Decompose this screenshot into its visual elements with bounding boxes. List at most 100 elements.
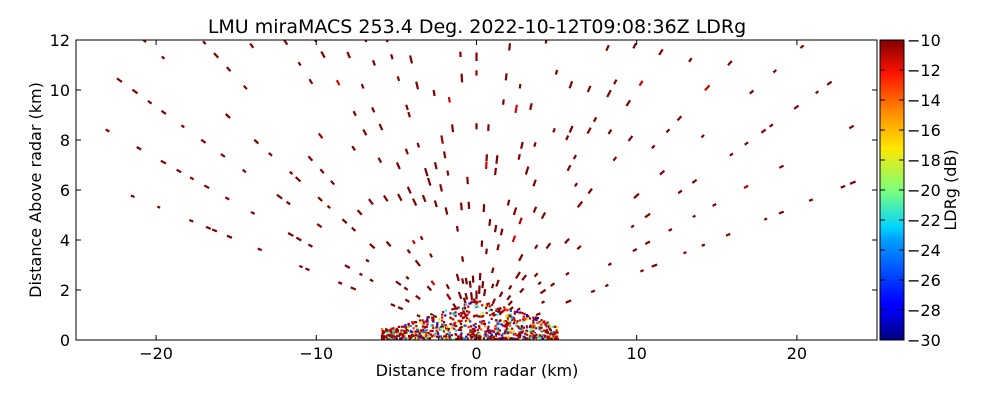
echo-streak	[462, 256, 463, 261]
echo-streak	[441, 135, 442, 143]
echo-streak	[162, 111, 166, 114]
near-radar-echo-point	[494, 328, 496, 330]
near-radar-echo-point	[499, 311, 501, 313]
echo-streak	[464, 298, 466, 304]
near-radar-echo-point	[474, 330, 476, 332]
echo-streak	[509, 286, 511, 290]
colorbar-tick-label: −18	[907, 151, 941, 170]
near-radar-echo-point	[385, 329, 387, 331]
near-radar-echo-point	[429, 330, 431, 332]
near-radar-echo-point	[521, 312, 523, 314]
near-radar-echo-point	[479, 300, 481, 302]
echo-streak	[588, 189, 592, 194]
echo-streak	[299, 266, 302, 267]
near-radar-echo-point	[524, 313, 526, 315]
near-radar-echo-point	[405, 327, 407, 329]
echo-streak	[379, 158, 382, 163]
near-radar-echo-point	[489, 310, 491, 312]
near-radar-echo-point	[520, 311, 522, 313]
near-radar-echo-point	[410, 330, 412, 332]
echo-streak	[669, 229, 672, 231]
near-radar-echo-point	[413, 327, 415, 329]
echo-streak	[288, 233, 293, 236]
near-radar-echo-point	[443, 321, 445, 323]
echo-streak	[416, 296, 420, 299]
near-radar-echo-point	[485, 337, 487, 339]
echo-streak	[841, 186, 845, 188]
near-radar-echo-point	[449, 336, 451, 338]
near-radar-echo-point	[526, 334, 528, 336]
near-radar-echo-point	[475, 315, 477, 317]
near-radar-echo-point	[549, 326, 551, 328]
echo-streak	[513, 236, 515, 242]
near-radar-echo-point	[477, 306, 479, 308]
echo-streak	[541, 290, 546, 294]
echo-streak	[373, 60, 375, 65]
echo-streak	[290, 172, 293, 175]
x-tick-label: 20	[787, 344, 807, 363]
echo-streak	[578, 202, 582, 208]
near-radar-echo-point	[467, 333, 469, 335]
near-radar-echo-point	[539, 327, 541, 329]
near-radar-echo-point	[466, 310, 468, 312]
echo-streak	[352, 146, 355, 150]
near-radar-echo-point	[382, 332, 384, 334]
near-radar-echo-point	[415, 325, 417, 327]
near-radar-echo-point	[509, 322, 511, 324]
echo-streak	[702, 245, 705, 246]
echo-streak	[384, 196, 388, 202]
near-radar-echo-point	[434, 332, 436, 334]
near-radar-echo-point	[491, 318, 493, 320]
echo-streak	[269, 153, 272, 156]
echo-streak	[366, 260, 369, 262]
y-tick-label: 4	[60, 231, 70, 250]
near-radar-echo-point	[416, 337, 418, 339]
near-radar-echo-point	[398, 326, 400, 328]
near-radar-echo-point	[506, 331, 508, 333]
near-radar-echo-point	[487, 335, 489, 337]
echo-streak	[634, 194, 639, 199]
near-radar-echo-point	[478, 325, 480, 327]
near-radar-echo-point	[449, 323, 451, 325]
near-radar-echo-point	[471, 336, 473, 338]
near-radar-echo-point	[464, 324, 466, 326]
near-radar-echo-point	[491, 313, 493, 315]
near-radar-echo-point	[498, 323, 500, 325]
near-radar-echo-point	[469, 320, 471, 322]
echo-streak	[520, 84, 521, 88]
echo-streak	[534, 142, 535, 146]
echo-streak	[360, 274, 363, 276]
near-radar-echo-point	[462, 310, 464, 312]
near-radar-echo-point	[506, 314, 508, 316]
echo-streak	[470, 281, 471, 288]
near-radar-echo-point	[453, 308, 455, 310]
echo-streak	[773, 70, 776, 73]
echo-streak	[764, 219, 767, 220]
near-radar-echo-point	[396, 333, 398, 335]
echo-streak	[447, 294, 451, 300]
near-radar-echo-point	[455, 333, 457, 335]
echo-streak	[296, 177, 301, 181]
near-radar-echo-point	[517, 325, 519, 327]
echo-streak	[117, 78, 122, 82]
echo-streak	[462, 278, 463, 283]
echo-streak	[495, 168, 496, 175]
echo-streak	[251, 212, 255, 214]
echo-streak	[614, 80, 616, 85]
echo-streak	[370, 280, 373, 282]
near-radar-echo-point	[427, 316, 429, 318]
near-radar-echo-point	[526, 337, 528, 339]
echo-streak	[440, 184, 442, 191]
near-radar-echo-point	[513, 330, 515, 332]
near-radar-echo-point	[470, 302, 472, 304]
near-radar-echo-point	[465, 303, 467, 305]
near-radar-echo-point	[419, 321, 421, 323]
near-radar-echo-point	[526, 314, 528, 316]
near-radar-echo-point	[430, 325, 432, 327]
near-radar-echo-point	[517, 320, 519, 322]
near-radar-echo-point	[530, 331, 532, 333]
near-radar-echo-point	[438, 327, 440, 329]
echo-streak	[338, 282, 342, 284]
near-radar-echo-point	[423, 326, 425, 328]
